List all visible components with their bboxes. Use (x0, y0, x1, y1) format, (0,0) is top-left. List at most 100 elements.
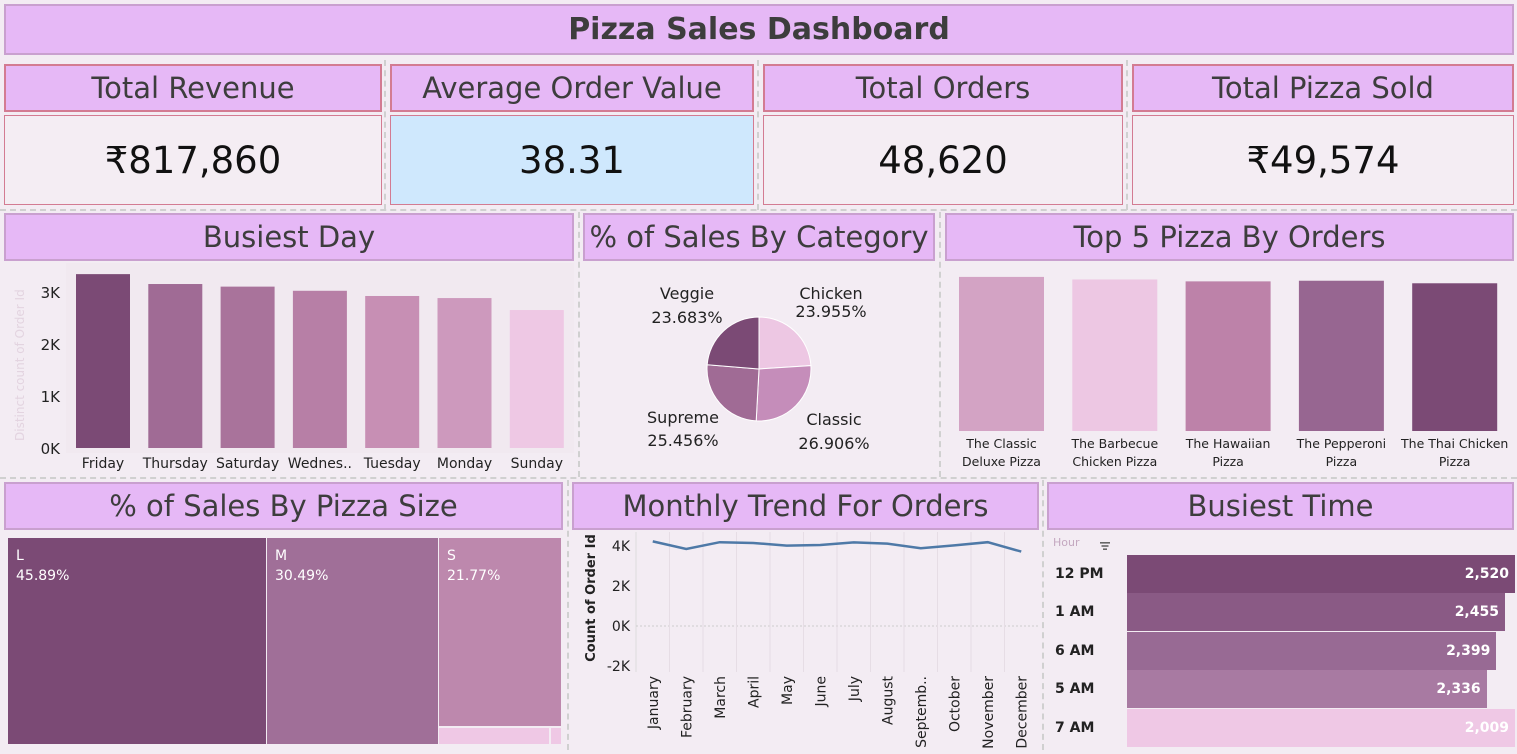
x-tick-label: Wednes.. (288, 456, 352, 472)
kpi-total-pizza-sold-value: ₹49,574 (1132, 115, 1514, 205)
pie-slice-percent: 23.955% (795, 302, 866, 321)
busiest-time-chart[interactable]: Hour 12 PM 2,520 1 AM 2,455 6 AM 2,399 5 AM 2,3… (1047, 533, 1515, 750)
x-tick-label: July (847, 676, 863, 702)
pie-slice-percent: 25.456% (647, 431, 718, 450)
x-tick-label: Sunday (511, 456, 563, 472)
monthly-trend-svg[interactable]: -2K 0K 2K 4K Count of Order Id January Februar… (572, 532, 1040, 750)
y-tick-label: -2K (607, 659, 631, 675)
x-tick-label: Deluxe Pizza (962, 454, 1041, 469)
busiest-day-svg[interactable]: 0K 1K 2K 3K Distinct count of Order Id Friday… (4, 263, 576, 475)
bar-value-label: 2,520 (1464, 566, 1509, 582)
bar[interactable] (959, 276, 1044, 431)
busiest-day-chart[interactable]: 0K 1K 2K 3K Distinct count of Order Id Friday… (4, 263, 576, 475)
x-tick-label: Pizza (1326, 454, 1358, 469)
x-tick-label: The Barbecue (1070, 436, 1158, 451)
treemap-cell-small[interactable] (551, 728, 561, 744)
divider (939, 212, 941, 477)
x-tick-label: Tuesday (363, 456, 421, 472)
treemap-cell[interactable]: S 21.77% (439, 538, 561, 726)
bar[interactable] (365, 295, 420, 448)
bar[interactable] (292, 290, 347, 448)
x-tick-label: Septemb.. (914, 676, 930, 748)
monthly-trend-chart[interactable]: -2K 0K 2K 4K Count of Order Id January Februar… (572, 532, 1040, 750)
bar[interactable]: 2,336 (1127, 670, 1487, 709)
sales-by-size-treemap[interactable]: L 45.89% M 30.49% S 21.77% (8, 538, 561, 744)
y-axis-label: Distinct count of Order Id (13, 289, 27, 441)
busiest-time-rows: 12 PM 2,520 1 AM 2,455 6 AM 2,399 5 AM 2,336 7 A… (1047, 555, 1515, 747)
pie-slice-name: Classic (806, 410, 861, 429)
bar[interactable] (1298, 280, 1384, 431)
busiest-time-row[interactable]: 7 AM 2,009 (1047, 708, 1515, 747)
bar[interactable]: 2,399 (1127, 631, 1497, 670)
sort-icon[interactable] (1099, 537, 1111, 550)
hour-label: 5 AM (1055, 681, 1095, 698)
hour-label: 1 AM (1055, 604, 1095, 621)
hour-label: 7 AM (1055, 719, 1095, 736)
bar-value-label: 2,336 (1436, 681, 1481, 698)
top5-pizza-svg[interactable]: The Classic Deluxe Pizza The Barbecue Chick… (945, 263, 1514, 475)
x-tick-label: August (880, 675, 896, 725)
top5-pizza-title: Top 5 Pizza By Orders (945, 213, 1514, 261)
divider (757, 60, 759, 210)
x-tick-label: The Classic (965, 436, 1037, 451)
busiest-time-row[interactable]: 12 PM 2,520 (1047, 555, 1515, 593)
x-tick-label: Pizza (1439, 454, 1471, 469)
treemap-cell[interactable]: M 30.49% (267, 538, 438, 744)
trend-line[interactable] (652, 540, 1022, 553)
bar[interactable] (1072, 279, 1158, 431)
busiest-day-title: Busiest Day (4, 213, 574, 261)
pie-slice-name: Chicken (799, 284, 862, 303)
pie-slice[interactable] (706, 316, 760, 370)
busiest-time-row[interactable]: 1 AM 2,455 (1047, 593, 1515, 632)
x-tick-label: February (679, 676, 695, 738)
kpi-total-pizza-sold-title: Total Pizza Sold (1132, 64, 1514, 112)
treemap-cell-small[interactable] (439, 728, 549, 744)
bar[interactable] (1412, 283, 1498, 431)
x-tick-label: Thursday (142, 456, 208, 472)
treemap-cell-name: L (16, 548, 24, 564)
bar[interactable]: 2,520 (1127, 555, 1515, 593)
x-tick-label: Chicken Pizza (1072, 454, 1157, 469)
pie-slice-percent: 23.683% (651, 308, 722, 327)
bar[interactable] (437, 298, 492, 448)
divider (0, 209, 1517, 211)
bar[interactable] (220, 286, 275, 448)
treemap-cell-name: M (275, 548, 288, 564)
y-tick-label: 3K (41, 284, 62, 302)
bar-value-label: 2,399 (1446, 642, 1491, 659)
pie-slice-name: Supreme (647, 408, 719, 427)
pie-slice[interactable] (706, 364, 760, 422)
bar[interactable] (148, 284, 203, 448)
bar[interactable]: 2,455 (1127, 593, 1505, 632)
x-tick-label: June (813, 676, 829, 708)
page-title: Pizza Sales Dashboard (4, 4, 1514, 55)
y-tick-label: 0K (41, 440, 62, 458)
y-tick-label: 2K (612, 579, 631, 595)
x-tick-label: The Thai Chicken (1400, 436, 1508, 451)
bar[interactable] (1185, 281, 1271, 431)
treemap-cell-percent: 21.77% (447, 568, 501, 584)
sales-by-category-title: % of Sales By Category (583, 213, 935, 261)
top5-pizza-chart[interactable]: The Classic Deluxe Pizza The Barbecue Chick… (945, 263, 1514, 475)
busiest-time-row[interactable]: 5 AM 2,336 (1047, 670, 1515, 709)
pie-slice[interactable] (755, 365, 812, 422)
y-tick-label: 2K (41, 336, 62, 354)
kpi-average-order-value-value[interactable]: 38.31 (390, 115, 754, 205)
hour-label: 6 AM (1055, 642, 1095, 659)
bar[interactable]: 2,009 (1127, 708, 1515, 747)
monthly-trend-title: Monthly Trend For Orders (572, 482, 1039, 530)
x-tick-label: October (947, 676, 963, 732)
treemap-cell[interactable]: L 45.89% (8, 538, 266, 744)
pie-slice[interactable] (758, 316, 812, 370)
x-tick-label: Saturday (216, 456, 279, 472)
hour-label: 12 PM (1055, 566, 1104, 582)
bar[interactable] (509, 310, 564, 448)
x-tick-label: January (646, 676, 662, 730)
y-tick-label: 4K (612, 539, 631, 555)
busiest-time-row[interactable]: 6 AM 2,399 (1047, 631, 1515, 670)
bar[interactable] (76, 274, 130, 448)
divider (1042, 480, 1044, 750)
kpi-total-orders-title: Total Orders (763, 64, 1123, 112)
sales-by-category-chart[interactable]: Chicken 23.955% Classic 26.906% Supreme 25.45… (583, 263, 937, 475)
